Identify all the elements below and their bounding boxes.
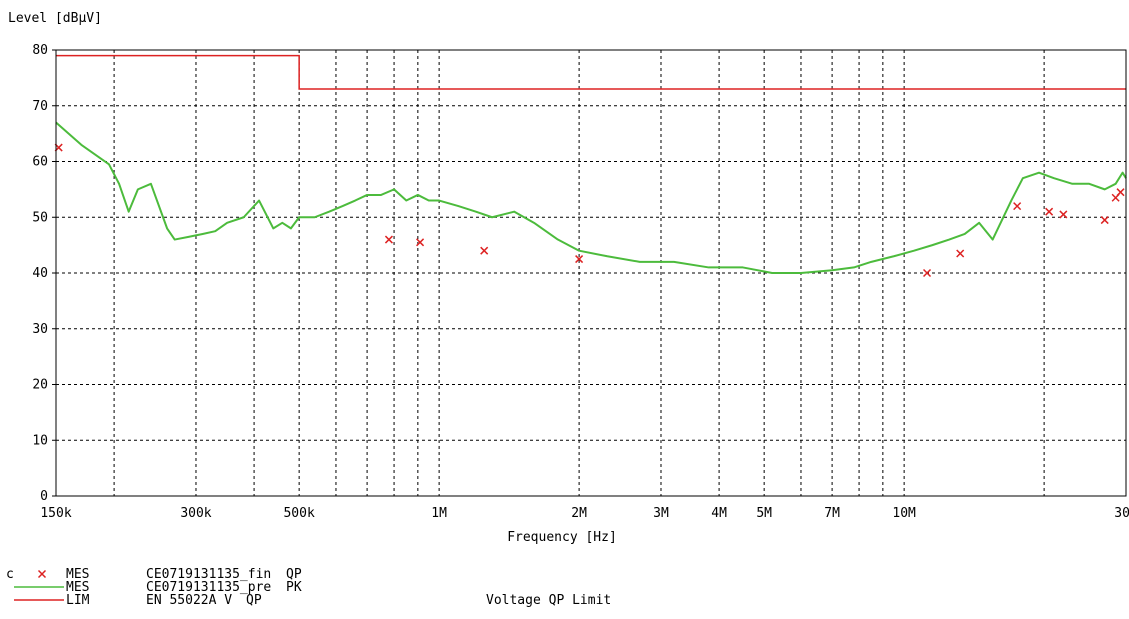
qp-point: [956, 249, 965, 258]
y-tick-label: 50: [32, 210, 48, 225]
qp-point-stroke: [1116, 188, 1125, 197]
y-tick-label: 70: [32, 99, 48, 114]
qp-point: [384, 235, 393, 244]
y-tick-label: 80: [32, 43, 48, 58]
gridlines: [56, 50, 1126, 496]
qp-point: [1013, 202, 1022, 211]
legend-tag: MES: [66, 580, 89, 595]
qp-point: [922, 268, 932, 278]
legend-entry: MES CE0719131135_pre PK: [14, 580, 302, 595]
y-axis-label: Level [dBµV]: [8, 11, 102, 26]
x-tick-label: 30M: [1114, 506, 1129, 521]
y-tick-label: 0: [40, 489, 48, 504]
legend-prefix: c: [6, 567, 14, 582]
x-tick-label: 150k: [40, 506, 71, 521]
qp-point: [1100, 216, 1109, 225]
qp-markers: [54, 143, 1125, 278]
limit-line: [56, 54, 1126, 90]
y-tick-label: 30: [32, 322, 48, 337]
x-axis-label: Frequency [Hz]: [507, 530, 617, 545]
x-tick-label: 2M: [571, 506, 587, 521]
y-tick-label: 10: [32, 433, 48, 448]
legend-trace: CE0719131135_pre: [146, 580, 271, 595]
legend-trace: CE0719131135_fin: [146, 567, 271, 582]
qp-point-stroke: [1100, 216, 1109, 225]
x-tick-label: 300k: [180, 506, 211, 521]
x-tick-label: 1M: [431, 506, 447, 521]
qp-point-stroke: [416, 238, 425, 247]
qp-point: [1059, 210, 1068, 219]
x-tick-label: 7M: [824, 506, 840, 521]
qp-point: [575, 255, 584, 264]
legend-entry: c MES CE0719131135_fin QP: [6, 567, 302, 582]
x-tick-label: 4M: [711, 506, 727, 521]
peak-series-line: [55, 121, 1127, 274]
legend-detector: QP: [246, 593, 262, 608]
y-tick-label: 20: [32, 378, 48, 393]
limit-series-line: [56, 54, 1126, 90]
x-tick-label: 3M: [653, 506, 669, 521]
legend-trace: EN 55022A V: [146, 593, 232, 608]
qp-point: [480, 246, 489, 255]
qp-point: [416, 238, 425, 247]
x-tick-label: 5M: [756, 506, 772, 521]
legend-tag: LIM: [66, 593, 90, 608]
x-tick-label: 10M: [892, 506, 916, 521]
legend: c MES CE0719131135_fin QP MES CE0719131135_pr…: [6, 567, 611, 608]
plot-frame: [55, 49, 1127, 497]
x-tick-label: 500k: [283, 506, 314, 521]
qp-point-stroke: [575, 255, 584, 264]
qp-point-stroke: [956, 249, 965, 258]
legend-tag: MES: [66, 567, 89, 582]
legend-entry: LIM EN 55022A V QP Voltage QP Limit: [14, 593, 611, 608]
y-tick-label: 60: [32, 155, 48, 170]
legend-detector: QP: [286, 567, 302, 582]
peak-trace: [55, 121, 1127, 274]
qp-point: [1116, 188, 1125, 197]
qp-point-stroke: [480, 246, 489, 255]
legend-detector: PK: [286, 580, 302, 595]
qp-point-stroke: [1059, 210, 1068, 219]
qp-point: [1045, 207, 1054, 216]
qp-point-stroke: [384, 235, 393, 244]
legend-description: Voltage QP Limit: [486, 593, 611, 608]
qp-point-stroke: [922, 268, 932, 278]
qp-point-stroke: [1045, 207, 1054, 216]
qp-point-stroke: [1013, 202, 1022, 211]
x-tick-labels: 150k 300k 500k 1M 2M 3M 4M 5M 7M 10M 30M: [40, 506, 1129, 521]
legend-x-icon: [37, 569, 47, 579]
y-tick-label: 40: [32, 266, 48, 281]
y-tick-labels: 0 10 20 30 40 50 60 70 80: [32, 43, 56, 504]
